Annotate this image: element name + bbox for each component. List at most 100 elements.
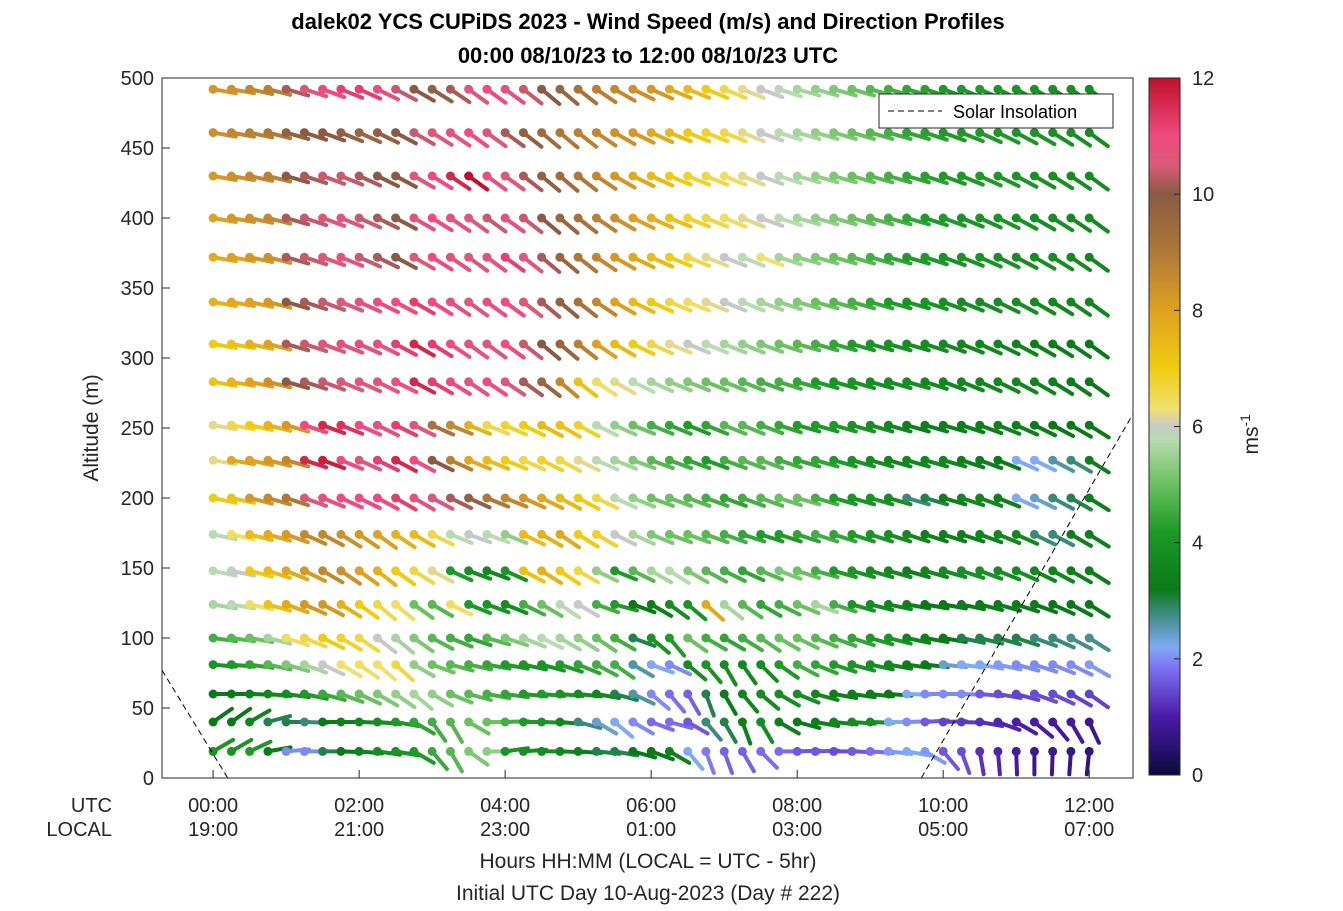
wind-barb-head: [810, 717, 820, 727]
wind-barb-head: [445, 660, 455, 670]
wind-barb-head: [409, 633, 419, 643]
wind-barb-head: [226, 455, 236, 465]
wind-barb-head: [683, 171, 693, 181]
wind-barb-head: [318, 455, 328, 465]
wind-barb-head: [792, 746, 802, 756]
wind-barb-head: [683, 128, 693, 138]
wind-barb-head: [226, 660, 236, 670]
wind-barb-head: [500, 455, 510, 465]
wind-barb-head: [263, 252, 273, 262]
wind-barb-head: [318, 746, 328, 756]
wind-barb-head: [518, 599, 528, 609]
wind-barb-head: [865, 252, 875, 262]
wind-barb-head: [409, 660, 419, 670]
wind-barb-head: [427, 84, 437, 94]
wind-barb-head: [628, 566, 638, 576]
wind-barb-head: [464, 213, 474, 223]
colorbar-tick-label: 8: [1192, 300, 1203, 322]
x-tick-label-utc: 10:00: [918, 795, 968, 817]
wind-barb-head: [920, 633, 930, 643]
wind-barb-head: [938, 252, 948, 262]
wind-barb-head: [409, 717, 419, 727]
wind-barb-head: [956, 377, 966, 387]
wind-barb-head: [445, 297, 455, 307]
wind-barb-head: [500, 213, 510, 223]
wind-barb-head: [737, 171, 747, 181]
wind-barb-head: [938, 599, 948, 609]
wind-barb-head: [993, 746, 1003, 756]
wind-barb-head: [1029, 297, 1039, 307]
wind-barb-head: [683, 455, 693, 465]
wind-barb-head: [372, 171, 382, 181]
wind-barb-head: [1011, 717, 1021, 727]
wind-barb-head: [555, 84, 565, 94]
wind-barb-head: [464, 171, 474, 181]
wind-barb-head: [1048, 128, 1058, 138]
x-tick-label-utc: 02:00: [334, 795, 384, 817]
wind-barb-head: [1048, 717, 1058, 727]
wind-barb-head: [975, 84, 985, 94]
wind-barb-head: [865, 566, 875, 576]
wind-barb-head: [847, 746, 857, 756]
wind-barb-head: [829, 213, 839, 223]
x-tick-label-utc: 00:00: [188, 795, 238, 817]
wind-barb-head: [336, 420, 346, 430]
wind-barb-head: [208, 339, 218, 349]
wind-barb-head: [701, 171, 711, 181]
wind-barb-head: [518, 171, 528, 181]
x-tick-label-local: 07:00: [1064, 819, 1114, 841]
wind-barb-head: [500, 746, 510, 756]
wind-barb-head: [354, 339, 364, 349]
y-tick-label: 150: [121, 558, 154, 580]
wind-barb-head: [299, 717, 309, 727]
wind-barb-head: [902, 297, 912, 307]
wind-barb-head: [920, 746, 930, 756]
wind-barb-head: [555, 717, 565, 727]
wind-barb-head: [318, 633, 328, 643]
wind-barb-head: [336, 529, 346, 539]
wind-barb-head: [1048, 660, 1058, 670]
wind-barb-head: [208, 420, 218, 430]
wind-barb-head: [701, 252, 711, 262]
wind-barb-head: [774, 128, 784, 138]
wind-barb-head: [646, 252, 656, 262]
wind-barb-head: [1084, 128, 1094, 138]
wind-barb-head: [573, 717, 583, 727]
wind-barb-head: [646, 377, 656, 387]
wind-barb-head: [865, 599, 875, 609]
wind-barb-head: [810, 746, 820, 756]
wind-barb-head: [537, 493, 547, 503]
wind-barb-head: [537, 566, 547, 576]
wind-barb-head: [829, 633, 839, 643]
wind-barb-head: [756, 493, 766, 503]
wind-barb-head: [683, 297, 693, 307]
wind-barb-head: [372, 339, 382, 349]
wind-barb-head: [518, 455, 528, 465]
wind-barb-head: [299, 252, 309, 262]
chart-title: dalek02 YCS CUPiDS 2023 - Wind Speed (m/…: [291, 9, 1004, 34]
wind-barb-head: [518, 660, 528, 670]
wind-barb-head: [774, 633, 784, 643]
wind-barb-head: [1029, 566, 1039, 576]
wind-barb-head: [829, 84, 839, 94]
wind-barb-head: [226, 252, 236, 262]
wind-barb-head: [865, 529, 875, 539]
wind-barb-head: [920, 599, 930, 609]
wind-barb-head: [883, 171, 893, 181]
wind-barb-head: [1084, 84, 1094, 94]
wind-barb-head: [427, 252, 437, 262]
wind-barb-head: [482, 377, 492, 387]
wind-barb-head: [646, 746, 656, 756]
wind-barb-head: [591, 171, 601, 181]
wind-barb-head: [482, 599, 492, 609]
wind-barb-head: [555, 339, 565, 349]
colorbar-unit-exponent: -1: [1237, 414, 1253, 427]
wind-barb-head: [847, 717, 857, 727]
wind-barb-head: [573, 213, 583, 223]
wind-barb-head: [427, 746, 437, 756]
wind-barb-head: [1048, 420, 1058, 430]
colorbar-tick-label: 0: [1192, 765, 1203, 787]
wind-barb-head: [628, 171, 638, 181]
wind-barb-head: [573, 455, 583, 465]
wind-barbs: [208, 84, 1112, 777]
